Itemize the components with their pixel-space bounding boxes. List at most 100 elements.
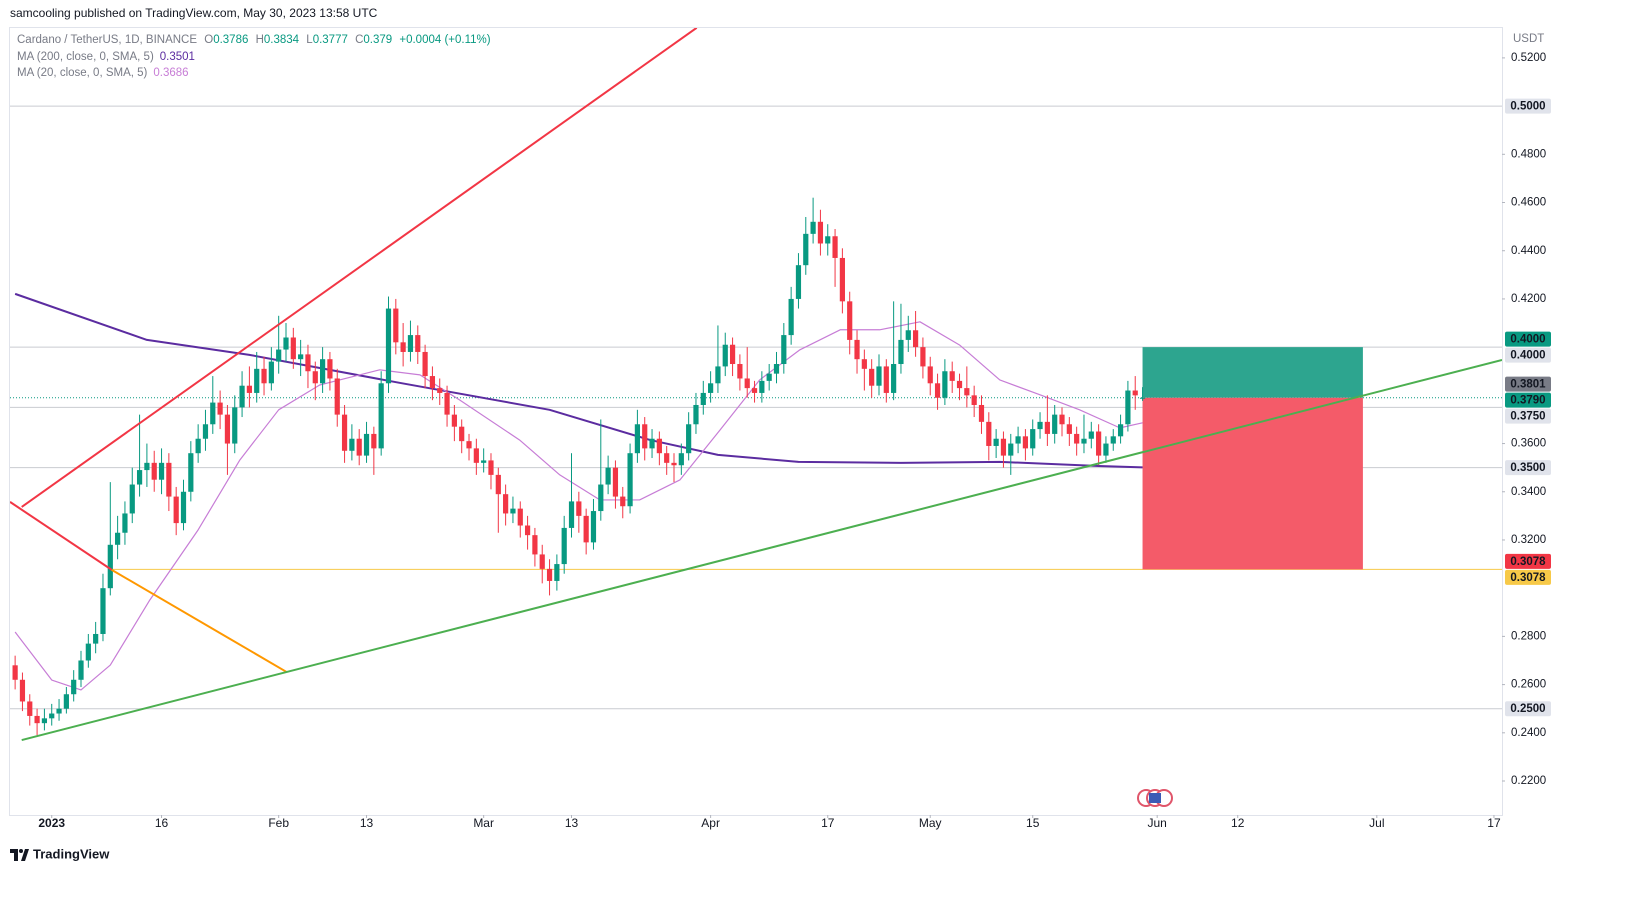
- moving-average: [14, 292, 1143, 469]
- candle-body: [1015, 436, 1021, 444]
- candle-body: [649, 438, 655, 449]
- candle-body: [1044, 421, 1050, 434]
- candle-body: [400, 342, 406, 352]
- candle-body: [627, 453, 633, 507]
- candle-body: [268, 361, 274, 384]
- legend: Cardano / TetherUS, 1D, BINANCE O0.3786 …: [17, 34, 491, 79]
- candle-body: [788, 298, 794, 336]
- candle-body: [847, 301, 853, 340]
- price-label: 0.3750: [1510, 411, 1545, 423]
- candle-body: [180, 491, 187, 524]
- candle-body: [12, 665, 18, 680]
- candle-body: [151, 462, 157, 480]
- price-label: 0.3500: [1510, 462, 1545, 474]
- candle-body: [115, 532, 121, 545]
- x-tick-label: 15: [1026, 816, 1040, 830]
- candle-body: [517, 508, 523, 526]
- candle-body: [986, 421, 992, 446]
- candle-body: [568, 501, 575, 528]
- y-tick-label: 0.3400: [1511, 486, 1546, 498]
- candle-body: [488, 460, 494, 475]
- profit-zone: [1142, 347, 1363, 398]
- candle-body: [385, 308, 392, 384]
- candle-body: [393, 308, 399, 343]
- candle-body: [459, 426, 465, 442]
- trend-line: [10, 501, 113, 571]
- candle-body: [1088, 431, 1094, 439]
- price-label: 0.3078: [1510, 556, 1546, 568]
- candle-body: [481, 460, 487, 463]
- candle-body: [920, 347, 926, 367]
- candle-body: [825, 236, 831, 244]
- candle-body: [1030, 429, 1036, 449]
- y-tick-label: 0.3200: [1511, 534, 1546, 546]
- candle-body: [839, 257, 845, 302]
- price-label: 0.4000: [1510, 350, 1545, 362]
- candle-body: [173, 496, 179, 524]
- candle-body: [634, 424, 641, 454]
- brand-logo: [10, 849, 29, 861]
- candle-body: [524, 525, 531, 536]
- price-label-box: [1505, 460, 1551, 476]
- x-tick-label: 16: [155, 816, 169, 830]
- candle-body: [583, 515, 589, 543]
- candle-body: [751, 388, 758, 393]
- candle-body: [473, 448, 479, 463]
- candle-body: [466, 441, 472, 449]
- candle-body: [817, 221, 824, 244]
- candle-body: [254, 368, 260, 393]
- candle-body: [85, 643, 91, 661]
- candle-body: [261, 368, 267, 384]
- candle-body: [686, 424, 692, 454]
- candle-body: [942, 371, 948, 398]
- candle-body: [773, 364, 780, 374]
- x-tick-label: 13: [360, 816, 374, 830]
- candle-body: [590, 511, 597, 543]
- candle-body: [503, 494, 509, 514]
- c-label: C: [355, 34, 363, 46]
- candle-body: [715, 366, 721, 384]
- y-tick-label: 0.4800: [1511, 148, 1546, 160]
- ma-name: MA (20, close, 0, SMA, 5): [17, 67, 148, 79]
- l-value: 0.3777: [313, 34, 348, 46]
- price-label-box: [1505, 553, 1551, 569]
- candle-body: [510, 508, 516, 514]
- candle-body: [898, 339, 904, 365]
- ma-value: 0.3686: [153, 67, 188, 79]
- candle-body: [598, 484, 604, 512]
- candle-body: [34, 715, 40, 724]
- y-tick-label: 0.5200: [1511, 52, 1546, 64]
- candle-body: [276, 349, 282, 362]
- candle-body: [415, 335, 421, 352]
- candle-body: [700, 392, 706, 405]
- candle-body: [693, 404, 699, 425]
- o-value: 0.3786: [213, 34, 248, 46]
- candle-body: [1110, 436, 1116, 444]
- candle-body: [1096, 431, 1102, 456]
- candle-body: [832, 236, 838, 258]
- x-tick-label: 13: [565, 816, 579, 830]
- ma-legend: MA (20, close, 0, SMA, 5) 0.3686: [17, 67, 189, 79]
- candle-body: [532, 535, 538, 555]
- candle-body: [934, 383, 941, 398]
- candle-body: [1000, 438, 1007, 456]
- candle-body: [956, 380, 963, 389]
- candle-body: [217, 402, 223, 415]
- candle-body: [78, 660, 84, 680]
- x-tick-label: 17: [1487, 816, 1501, 830]
- candle-body: [363, 433, 370, 456]
- candle-body: [341, 414, 348, 451]
- candle-body: [437, 388, 443, 393]
- candle-body: [671, 462, 677, 466]
- candle-body: [1022, 436, 1029, 449]
- candle-body: [993, 438, 999, 446]
- candle-body: [971, 395, 977, 405]
- y-tick-label: 0.2800: [1511, 630, 1546, 642]
- candle-body: [122, 513, 128, 533]
- candle-body: [539, 554, 545, 569]
- candle-body: [927, 366, 933, 384]
- candle-body: [1074, 433, 1080, 444]
- candle-body: [781, 335, 787, 365]
- candle-body: [642, 424, 648, 449]
- price-label: 0.3078: [1510, 572, 1546, 584]
